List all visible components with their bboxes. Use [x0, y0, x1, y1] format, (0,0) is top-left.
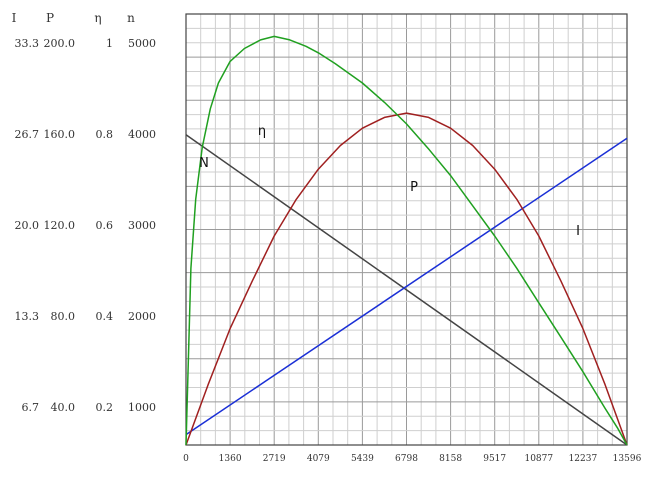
x-tick-label: 2719	[263, 454, 286, 464]
x-tick-label: 6798	[395, 454, 418, 464]
curve-label-P: P	[410, 180, 418, 195]
axis-header-n: n	[127, 11, 135, 25]
axis-eta-tick-label: 0.4	[96, 310, 114, 323]
curve-label-N: N	[199, 156, 209, 171]
left-axis-ticks: 33.3 26.7 20.0 13.3 6.7 200.0 160.0 120.0 80.0 40…	[15, 37, 157, 414]
axis-I-tick-label: 33.3	[15, 37, 40, 50]
series-group	[185, 35, 628, 446]
axis-n-tick-label: 4000	[128, 128, 156, 141]
axis-I-tick-label: 13.3	[15, 310, 40, 323]
plot-frame	[185, 13, 628, 446]
curve-label-I: I	[576, 224, 580, 239]
axis-header-P: P	[46, 11, 54, 25]
axis-header-I: I	[12, 11, 17, 25]
x-tick-label: 9517	[483, 454, 506, 464]
grid	[186, 14, 627, 445]
axis-n-tick-label: 5000	[128, 37, 156, 50]
x-tick-label: 0	[183, 454, 189, 464]
x-tick-label: 10877	[524, 454, 553, 464]
axis-eta-tick-label: 1	[106, 37, 113, 50]
plot-border	[185, 13, 628, 446]
axis-n-tick-label: 2000	[128, 310, 156, 323]
series-line-I	[185, 137, 628, 436]
series-line-N	[185, 134, 628, 446]
x-tick-label: 12237	[569, 454, 598, 464]
axis-P-tick-label: 40.0	[51, 401, 76, 414]
axis-eta-tick-label: 0.8	[96, 128, 114, 141]
axis-P-tick-label: 160.0	[44, 128, 76, 141]
axis-I-tick-label: 26.7	[15, 128, 40, 141]
axis-header-eta: η	[94, 11, 101, 25]
x-tick-label: 13596	[613, 454, 642, 464]
curve-label-eta: η	[258, 124, 266, 139]
x-axis-ticks: 0 1360 2719 4079 5439 6798 8158 9517 10877 12237 1…	[183, 454, 641, 464]
axis-P-tick-label: 80.0	[51, 310, 76, 323]
series-line-P	[185, 112, 628, 446]
x-tick-label: 1360	[219, 454, 242, 464]
x-tick-label: 8158	[439, 454, 462, 464]
axis-n-tick-label: 3000	[128, 219, 156, 232]
x-tick-label: 5439	[351, 454, 374, 464]
axis-P-tick-label: 120.0	[44, 219, 76, 232]
curve-labels: η N P I	[199, 124, 580, 239]
x-tick-label: 4079	[307, 454, 330, 464]
axis-n-tick-label: 1000	[128, 401, 156, 414]
axis-P-tick-label: 200.0	[44, 37, 76, 50]
axis-eta-tick-label: 0.2	[96, 401, 114, 414]
axis-I-tick-label: 6.7	[22, 401, 40, 414]
axis-eta-tick-label: 0.6	[96, 219, 114, 232]
series-line-eta	[185, 35, 628, 446]
axis-I-tick-label: 20.0	[15, 219, 40, 232]
